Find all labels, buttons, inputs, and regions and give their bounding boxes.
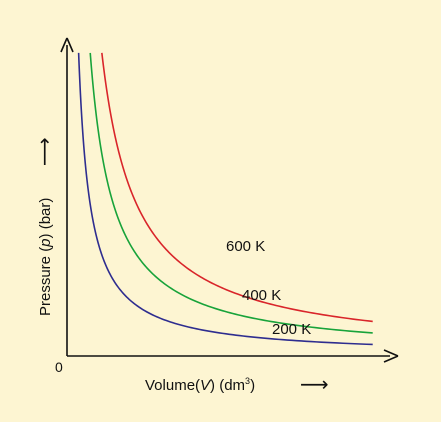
x-axis-label: Volume(V) (dm3) (145, 376, 255, 394)
series-line-200k (77, 52, 373, 346)
y-axis-label-main: Pressure ( (37, 247, 54, 316)
x-axis-label-var: V (200, 377, 212, 394)
y-axis-arrowhead (60, 37, 74, 53)
x-axis-label-close: ) (250, 377, 255, 394)
y-axis-label-group: Pressure (p) (bar) ⟶ (34, 137, 56, 316)
x-axis-label-main: Volume( (145, 377, 200, 394)
series-line-600k (101, 52, 373, 323)
series-line-400k (89, 52, 373, 334)
series-label-600k: 600 K (226, 238, 265, 255)
y-axis-arrow: ⟶ (34, 137, 56, 166)
series-label-400k: 400 K (242, 287, 281, 304)
series-label-layer: 200 K 400 K 600 K (226, 238, 311, 338)
y-axis-label: Pressure (p) (bar) (37, 198, 54, 316)
x-axis-arrowhead (383, 349, 399, 363)
y-axis-label-unit: ) (bar) (37, 198, 54, 239)
series-layer (77, 52, 373, 346)
series-label-200k: 200 K (272, 321, 311, 338)
plot-area: 200 K 400 K 600 K (60, 37, 399, 363)
x-axis-arrow: ⟶ (300, 374, 329, 396)
origin-label: 0 (55, 359, 63, 375)
x-axis-label-sup: 3 (245, 376, 250, 386)
y-axis-label-var: p (37, 238, 54, 247)
x-axis-label-unit: ) (dm (210, 377, 245, 394)
